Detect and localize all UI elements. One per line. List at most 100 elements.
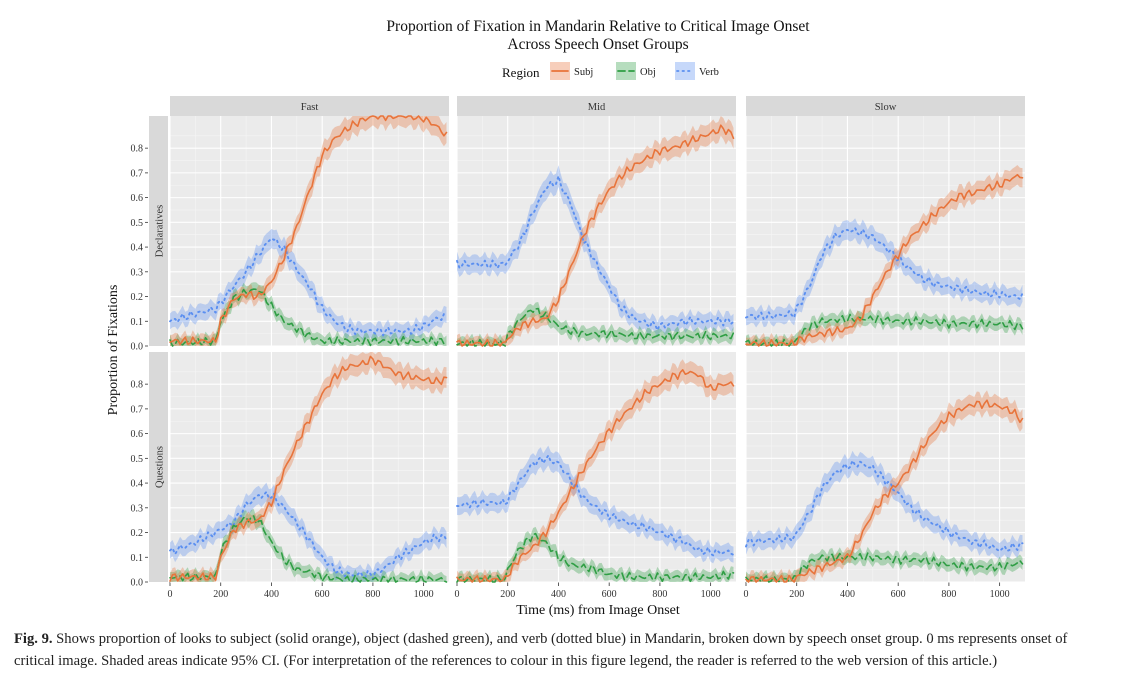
x-tick-label: 600 — [602, 589, 617, 600]
y-tick-label: 0.7 — [131, 404, 144, 415]
x-tick-label: 0 — [168, 589, 173, 600]
series-line-verb — [169, 490, 448, 580]
x-tick-label: 600 — [315, 589, 330, 600]
figure-caption: Fig. 9. Shows proportion of looks to sub… — [14, 628, 1110, 672]
y-tick-label: 0.2 — [131, 528, 144, 539]
x-tick-label: 0 — [744, 589, 749, 600]
x-tick-label: 800 — [365, 589, 380, 600]
series-line-subj — [169, 115, 448, 346]
y-tick-label: 0.1 — [131, 553, 144, 564]
series-line-obj — [745, 313, 1024, 347]
legend-label-subj: Subj — [574, 67, 593, 78]
series-line-obj — [169, 288, 448, 347]
row-strip-questions — [149, 352, 168, 582]
column-strip-mid — [457, 96, 736, 116]
y-tick-label: 0.6 — [131, 429, 144, 440]
panel-questions-mid — [456, 352, 736, 583]
series-line-verb — [745, 459, 1024, 553]
y-tick-label: 0.8 — [131, 380, 144, 391]
x-tick-label: 1000 — [701, 589, 721, 600]
row-strip-label-declaratives: Declaratives — [155, 205, 166, 257]
series-line-verb — [169, 237, 448, 337]
panel-background — [457, 116, 736, 346]
x-tick-label: 400 — [264, 589, 279, 600]
series-line-subj — [169, 355, 448, 582]
x-tick-label: 1000 — [990, 589, 1010, 600]
panel-background — [746, 116, 1025, 346]
panel-background — [170, 352, 449, 582]
ci-ribbon-verb — [457, 165, 734, 338]
series-line-obj — [456, 307, 735, 347]
legend: Region Subj Obj Verb — [502, 62, 719, 80]
y-tick-label: 0.0 — [131, 342, 144, 353]
panel-questions-slow — [745, 352, 1025, 583]
panel-declaratives-slow — [745, 116, 1025, 347]
x-tick-label: 1000 — [414, 589, 434, 600]
y-tick-label: 0.7 — [131, 168, 144, 179]
x-tick-label: 200 — [213, 589, 228, 600]
ci-ribbon-subj — [746, 165, 1023, 346]
x-tick-label: 800 — [652, 589, 667, 600]
column-strip-label-mid: Mid — [588, 102, 606, 113]
legend-key-verb — [675, 62, 695, 80]
ci-ribbon-obj — [746, 546, 1023, 582]
legend-title: Region — [502, 65, 540, 80]
y-tick-label: 0.5 — [131, 454, 144, 465]
panel-questions-fast — [169, 352, 449, 583]
series-line-obj — [456, 532, 735, 583]
faceted-line-chart: Proportion of Fixation in Mandarin Relat… — [106, 18, 1025, 618]
x-tick-label: 600 — [891, 589, 906, 600]
legend-label-verb: Verb — [699, 67, 719, 78]
column-strip-label-slow: Slow — [875, 102, 897, 113]
ci-ribbon-obj — [170, 509, 447, 582]
ci-ribbon-verb — [170, 482, 447, 582]
x-tick-label: 400 — [551, 589, 566, 600]
series-line-verb — [456, 454, 735, 557]
x-axis-label: Time (ms) from Image Onset — [516, 603, 680, 618]
column-strip-label-fast: Fast — [301, 102, 319, 113]
y-tick-label: 0.1 — [131, 317, 144, 328]
caption-label: Fig. 9. — [14, 631, 53, 647]
y-tick-label: 0.4 — [131, 243, 144, 254]
y-axis-label: Proportion of Fixations — [106, 285, 121, 416]
series-line-subj — [745, 173, 1024, 347]
row-strip-label-questions: Questions — [155, 446, 166, 488]
y-tick-label: 0.3 — [131, 503, 144, 514]
series-line-verb — [745, 227, 1024, 321]
series-line-subj — [745, 399, 1024, 583]
y-tick-label: 0.6 — [131, 193, 144, 204]
ci-ribbon-verb — [746, 218, 1023, 328]
series-line-subj — [456, 369, 735, 583]
x-tick-label: 200 — [789, 589, 804, 600]
panel-declaratives-fast — [169, 115, 449, 347]
series-line-obj — [169, 515, 448, 583]
legend-label-obj: Obj — [640, 67, 656, 78]
ci-ribbon-obj — [457, 302, 734, 346]
caption-text: Shows proportion of looks to subject (so… — [14, 631, 1068, 669]
column-strip-slow — [746, 96, 1025, 116]
series-line-subj — [456, 124, 735, 347]
ci-ribbon-obj — [457, 526, 734, 582]
row-strip-declaratives — [149, 116, 168, 346]
panel-declaratives-mid — [456, 116, 736, 347]
x-tick-label: 0 — [455, 589, 460, 600]
x-tick-label: 800 — [941, 589, 956, 600]
legend-key-obj — [616, 62, 636, 80]
facet-panels: Fast Mid Slow Declaratives 0.0 0.1 0.2 0.3 0.4 0.… — [131, 96, 1025, 600]
y-tick-label: 0.8 — [131, 144, 144, 155]
y-tick-label: 0.4 — [131, 479, 144, 490]
ci-ribbon-subj — [457, 116, 734, 346]
chart-subtitle: Across Speech Onset Groups — [507, 36, 688, 53]
x-tick-label: 200 — [500, 589, 515, 600]
ci-ribbon-subj — [746, 390, 1023, 582]
y-tick-label: 0.3 — [131, 267, 144, 278]
ci-ribbon-verb — [746, 450, 1023, 560]
series-line-verb — [456, 175, 735, 332]
ci-ribbon-obj — [746, 308, 1023, 346]
y-tick-label: 0.5 — [131, 218, 144, 229]
chart-title: Proportion of Fixation in Mandarin Relat… — [386, 18, 810, 35]
y-tick-label: 0.2 — [131, 292, 144, 303]
x-tick-label: 400 — [840, 589, 855, 600]
column-strip-fast — [170, 96, 449, 116]
y-tick-label: 0.0 — [131, 578, 144, 589]
